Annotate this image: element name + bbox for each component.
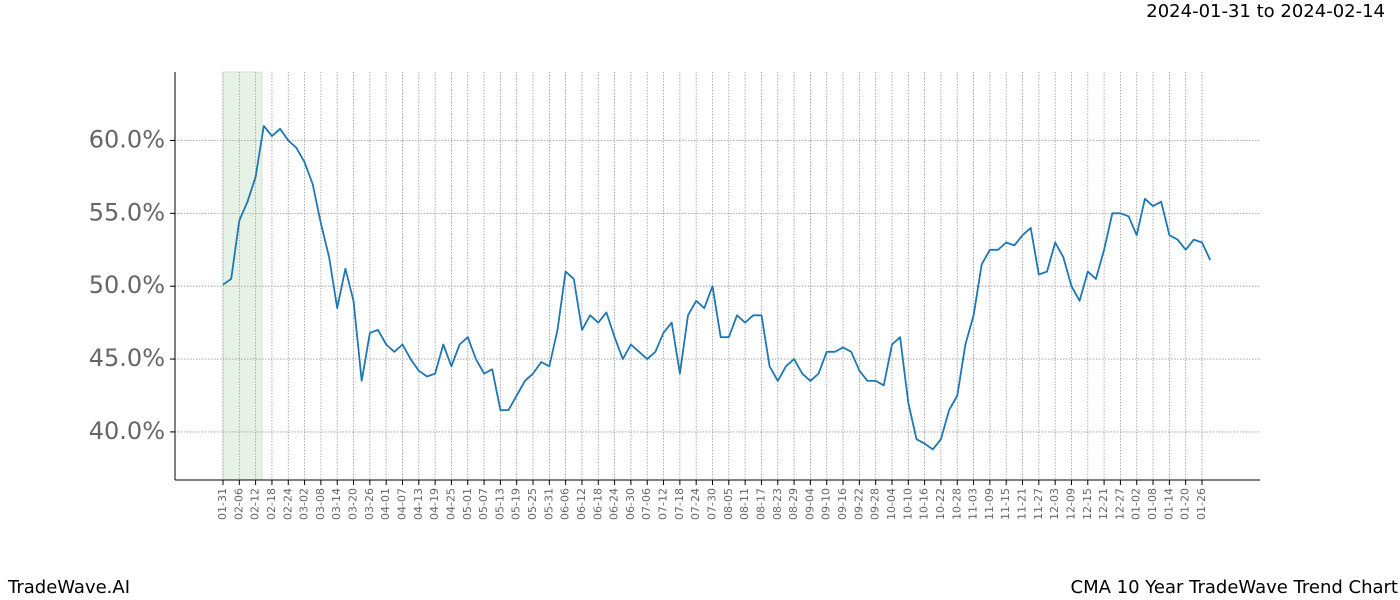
x-tick-label: 03-14 (330, 488, 343, 520)
x-tick-label: 10-22 (934, 488, 947, 520)
x-tick-label: 03-08 (314, 488, 327, 520)
x-tick-label: 05-13 (493, 488, 506, 520)
x-tick-label: 05-19 (510, 488, 523, 520)
x-tick-label: 07-12 (657, 488, 670, 520)
x-tick-label: 06-12 (575, 488, 588, 520)
x-tick-label: 06-18 (591, 488, 604, 520)
x-tick-label: 07-24 (689, 488, 702, 520)
x-tick-label: 02-24 (281, 488, 294, 520)
x-tick-label: 06-30 (624, 488, 637, 520)
x-tick-label: 11-21 (1016, 488, 1029, 520)
x-tick-label: 09-22 (852, 488, 865, 520)
x-tick-label: 02-18 (265, 488, 278, 520)
x-tick-label: 01-08 (1146, 488, 1159, 520)
chart-subtitle: 2024-01-31 to 2024-02-14 (1146, 1, 1385, 22)
x-tick-label: 01-14 (1162, 488, 1175, 520)
x-tick-label: 01-26 (1195, 488, 1208, 520)
x-tick-label: 03-20 (347, 488, 360, 520)
x-tick-label: 03-26 (363, 488, 376, 520)
x-tick-label: 12-15 (1081, 488, 1094, 520)
y-tick-label: 60.0% (89, 125, 165, 153)
x-tick-label: 05-25 (526, 488, 539, 520)
x-tick-label: 02-12 (249, 488, 262, 520)
x-tick-label: 06-24 (608, 488, 621, 520)
x-tick-label: 10-16 (918, 488, 931, 520)
x-tick-label: 01-20 (1179, 488, 1192, 520)
x-tick-label: 07-30 (706, 488, 719, 520)
x-tick-label: 09-10 (820, 488, 833, 520)
x-tick-label: 10-04 (885, 488, 898, 520)
x-tick-label: 11-27 (1032, 488, 1045, 520)
x-tick-label: 10-28 (950, 488, 963, 520)
line (222, 125, 1212, 451)
y-tick-label: 45.0% (89, 344, 165, 372)
x-tick-label: 10-10 (901, 488, 914, 520)
x-tick-label: 11-03 (967, 488, 980, 520)
highlight-span (222, 71, 263, 481)
x-tick-label: 12-21 (1097, 488, 1110, 520)
x-tick-label: 02-06 (232, 488, 245, 520)
x-tick-label: 04-13 (412, 488, 425, 520)
x-tick-label: 08-17 (754, 488, 767, 520)
x-tick-label: 05-07 (477, 488, 490, 520)
x-tick-label: 11-09 (983, 488, 996, 520)
x-tick-label: 05-01 (461, 488, 474, 520)
x-tick-label: 09-16 (836, 488, 849, 520)
x-tick-label: 11-15 (999, 488, 1012, 520)
grid (175, 72, 1260, 480)
x-tick-label: 09-04 (803, 488, 816, 520)
x-tick-label: 07-18 (673, 488, 686, 520)
x-tick-label: 12-09 (1064, 488, 1077, 520)
x-tick-label: 04-01 (379, 488, 392, 520)
x-tick-label: 04-07 (395, 488, 408, 520)
x-tick-label: 08-23 (771, 488, 784, 520)
x-tick-label: 04-25 (444, 488, 457, 520)
chart-title: CMA 10 Year TradeWave Trend Chart (1071, 577, 1398, 598)
y-tick-label: 50.0% (89, 271, 165, 299)
brand: TradeWave.AI (7, 577, 130, 598)
x-tick-label: 01-02 (1130, 488, 1143, 520)
x-tick-label: 04-19 (428, 488, 441, 520)
x-tick-label: 06-06 (559, 488, 572, 520)
x-tick-label: 01-31 (216, 488, 229, 520)
x-tick-label: 08-29 (787, 488, 800, 520)
x-tick-label: 09-28 (869, 488, 882, 520)
y-tick-label: 40.0% (89, 417, 165, 445)
y-tick-label: 55.0% (89, 198, 165, 226)
x-tick-label: 03-02 (298, 488, 311, 520)
x-tick-label: 05-31 (542, 488, 555, 520)
x-tick-label: 08-05 (722, 488, 735, 520)
x-tick-label: 08-11 (738, 488, 751, 520)
x-tick-label: 12-27 (1113, 488, 1126, 520)
x-tick-label: 07-06 (640, 488, 653, 520)
x-tick-label: 12-03 (1048, 488, 1061, 520)
